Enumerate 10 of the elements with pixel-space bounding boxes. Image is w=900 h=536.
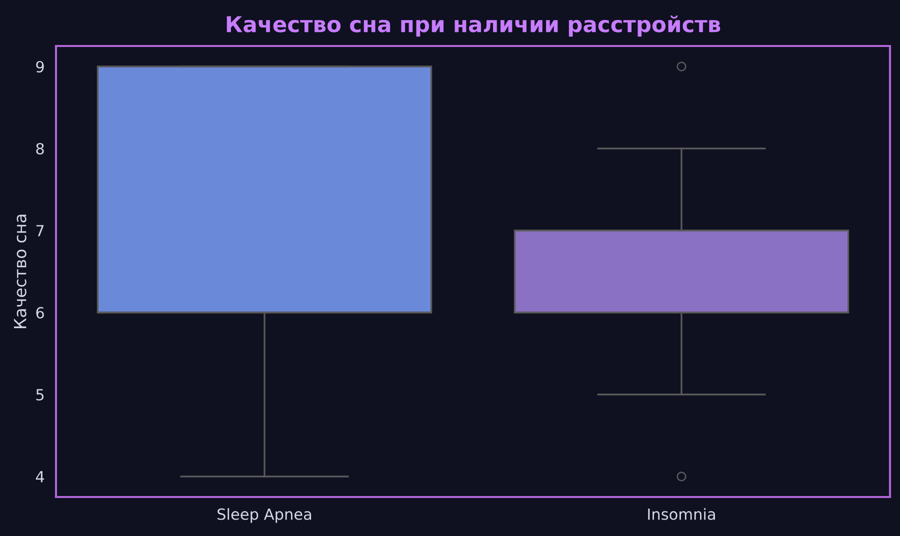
y-tick-label: 7 xyxy=(36,225,44,236)
x-tick-label: Insomnia xyxy=(648,508,715,520)
y-tick-label: 5 xyxy=(36,389,44,401)
y-tick-label: 6 xyxy=(36,306,44,319)
y-tick-label: 8 xyxy=(36,142,44,155)
y-axis-title: Качество сна xyxy=(14,214,26,328)
chart-title: Качество сна при наличии расстройств xyxy=(226,15,720,37)
y-tick-label: 4 xyxy=(36,471,44,482)
x-tick-label: Sleep Apnea xyxy=(218,508,312,523)
y-tick-label: 9 xyxy=(36,60,44,73)
